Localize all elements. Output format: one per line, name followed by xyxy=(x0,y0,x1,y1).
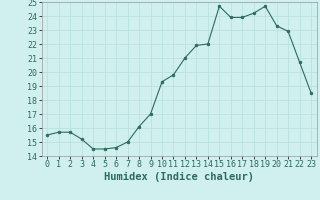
X-axis label: Humidex (Indice chaleur): Humidex (Indice chaleur) xyxy=(104,172,254,182)
